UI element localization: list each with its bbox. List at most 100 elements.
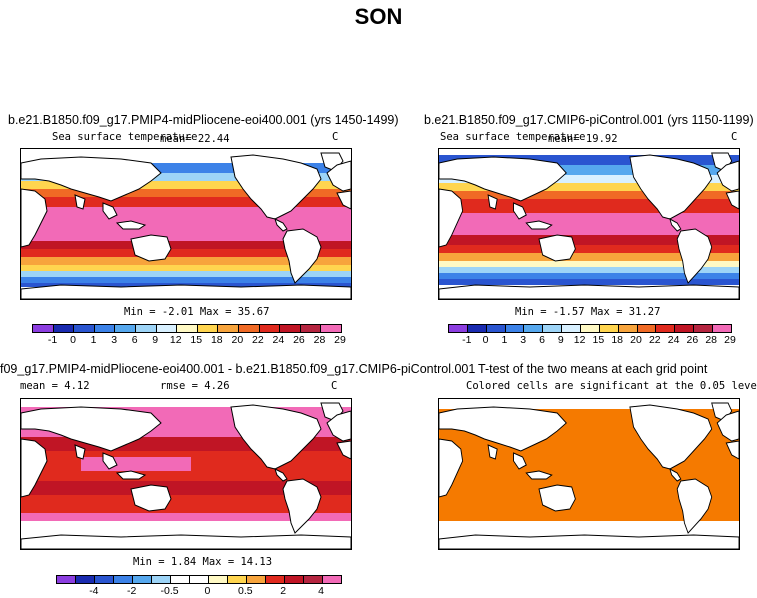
colorbar-swatch [171, 576, 190, 583]
colorbar-tick-label: 26 [293, 334, 305, 346]
colorbar-swatch [156, 325, 178, 332]
colorbar-tick-label: 15 [592, 334, 605, 346]
colorbar-tick-label: -4 [89, 585, 99, 597]
colorbar-swatch [543, 325, 563, 332]
colorbar-swatch [133, 576, 152, 583]
colorbar-swatch [449, 325, 468, 332]
panel2-title: b.e21.B1850.f09_g17.CMIP6-piControl.001 … [424, 113, 754, 127]
colorbar-swatch [135, 325, 157, 332]
colorbar-swatch [321, 325, 341, 332]
colorbar-swatch [285, 576, 304, 583]
colorbar-swatch [505, 325, 525, 332]
panel1-units: C [332, 131, 339, 143]
panel3-map-svg [21, 399, 351, 549]
colorbar-tick-label: 1 [501, 334, 508, 346]
colorbar-swatch [467, 325, 487, 332]
colorbar-swatch [190, 576, 209, 583]
colorbar-tick-label: 0.5 [238, 585, 253, 597]
colorbar-swatch [304, 576, 323, 583]
colorbar-swatch [152, 576, 171, 583]
colorbar-tick-label: 9 [152, 334, 159, 346]
colorbar-tick-label: 18 [210, 334, 223, 346]
colorbar-tick-label: -1 [47, 334, 58, 346]
colorbar-swatch [114, 576, 133, 583]
panel1-mean: mean= 22.44 [160, 133, 230, 145]
colorbar-swatch [581, 325, 600, 332]
colorbar-tick-label: 29 [334, 334, 346, 346]
colorbar-swatch [694, 325, 714, 332]
colorbar-tick-label: 24 [272, 334, 285, 346]
panel4-title: T-test of the two means at each grid poi… [478, 362, 708, 376]
colorbar-tick-label: 0 [70, 334, 76, 346]
colorbar-tick-label: 6 [131, 334, 138, 346]
colorbar-swatch [33, 325, 54, 332]
panel4-map [438, 398, 740, 550]
colorbar-swatch [675, 325, 695, 332]
colorbar-swatch [53, 325, 75, 332]
colorbar-tick-label: 0 [482, 334, 489, 346]
colorbar-tick-label: 2 [280, 585, 287, 597]
panel3-minmax: Min = 1.84 Max = 14.13 [133, 556, 273, 568]
panel3-colorbar [56, 575, 342, 584]
panel4-subtitle: Colored cells are significant at the 0.0… [466, 380, 757, 392]
colorbar-tick-label: 12 [169, 334, 182, 346]
colorbar-swatch [228, 576, 247, 583]
colorbar-swatch [562, 325, 582, 332]
colorbar-swatch [323, 576, 341, 583]
colorbar-tick-label: 1 [90, 334, 97, 346]
colorbar-tick-label: 28 [705, 334, 718, 346]
colorbar-swatch [300, 325, 322, 332]
panel3-title: f09_g17.PMIP4-midPliocene-eoi400.001 - b… [0, 362, 476, 376]
colorbar-tick-label: 15 [190, 334, 203, 346]
colorbar-tick-label: 18 [611, 334, 624, 346]
panel4-map-svg [439, 399, 739, 549]
colorbar-tick-label: 6 [539, 334, 545, 346]
figure-title: SON [354, 4, 403, 29]
colorbar-tick-label: 29 [724, 334, 736, 346]
panel3-mean: mean = 4.12 [20, 380, 90, 392]
colorbar-tick-label: 22 [252, 334, 264, 346]
colorbar-swatch [95, 576, 114, 583]
colorbar-swatch [637, 325, 657, 332]
colorbar-swatch [177, 325, 198, 332]
panel2-mean: mean= 19.92 [548, 133, 618, 145]
colorbar-swatch [266, 576, 285, 583]
panel1-title: b.e21.B1850.f09_g17.PMIP4-midPliocene-eo… [8, 113, 399, 127]
colorbar-swatch [280, 325, 301, 332]
colorbar-swatch [197, 325, 219, 332]
panel2-minmax: Min = -1.57 Max = 31.27 [515, 306, 661, 318]
colorbar-tick-label: 26 [686, 334, 699, 346]
panel2-colorbar [448, 324, 732, 333]
colorbar-tick-label: -1 [462, 334, 472, 346]
colorbar-tick-label: 3 [111, 334, 118, 346]
colorbar-swatch [247, 576, 266, 583]
colorbar-tick-label: 20 [231, 334, 244, 346]
panel1-map-svg [21, 149, 351, 299]
colorbar-tick-label: 22 [648, 334, 661, 346]
panel2-subtitle: Sea surface temperature [440, 131, 586, 143]
colorbar-swatch [115, 325, 136, 332]
panel1-minmax: Min = -2.01 Max = 35.67 [124, 306, 270, 318]
colorbar-tick-label: 3 [520, 334, 527, 346]
colorbar-swatch [524, 325, 544, 332]
panel1-colorbar [32, 324, 342, 333]
colorbar-tick-label: 12 [573, 334, 586, 346]
colorbar-tick-label: -0.5 [160, 585, 179, 597]
colorbar-tick-label: -2 [127, 585, 137, 597]
colorbar-swatch [713, 325, 731, 332]
panel2-map-svg [439, 149, 739, 299]
colorbar-swatch [218, 325, 239, 332]
colorbar-swatch [486, 325, 506, 332]
colorbar-swatch [94, 325, 116, 332]
colorbar-swatch [618, 325, 638, 332]
panel3-units: C [331, 380, 338, 392]
colorbar-tick-label: 20 [630, 334, 642, 346]
colorbar-swatch [656, 325, 676, 332]
colorbar-tick-label: 4 [318, 585, 324, 597]
colorbar-tick-label: 9 [557, 334, 564, 346]
panel1-map [20, 148, 352, 300]
colorbar-swatch [209, 576, 228, 583]
colorbar-tick-label: 0 [204, 585, 211, 597]
colorbar-swatch [76, 576, 95, 583]
panel3-map [20, 398, 352, 550]
